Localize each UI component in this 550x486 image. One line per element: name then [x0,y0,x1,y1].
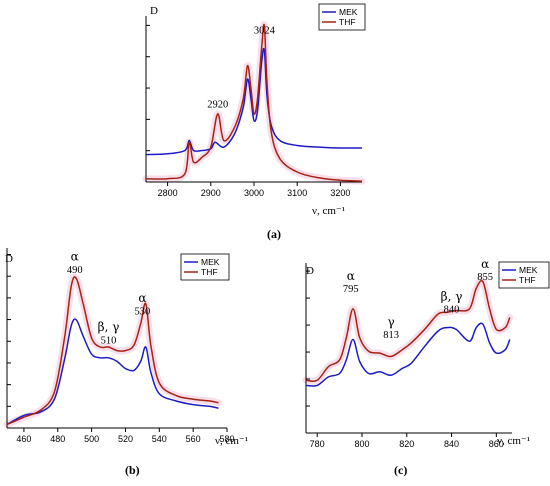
legend-label-thf: THF [201,267,218,277]
legend-label-mek: MEK [339,7,358,17]
peak-annotation: 840 [444,304,460,315]
legend-box [498,261,550,289]
legend-box [180,253,230,281]
x-tick-label: 3100 [287,188,307,198]
legend-label-mek: MEK [519,265,538,275]
x-tick-label: 540 [152,434,167,444]
peak-annotation: 530 [135,307,151,318]
peak-annotation: 2920 [207,99,228,110]
series-line-mek [305,322,511,387]
x-tick-label: 820 [399,439,414,449]
x-axis-label: ν, cm⁻¹ [497,435,530,447]
series-line-mek [145,47,363,156]
x-tick-label: 500 [84,434,99,444]
series-line-thf [6,276,219,426]
legend-label-thf: THF [339,17,356,27]
legend-label-thf: THF [519,275,536,285]
peak-annotation: 855 [477,272,493,283]
panel-label: (c) [394,463,407,477]
series-highlight-glow [3,273,222,428]
x-axis-label: ν, cm⁻¹ [312,205,345,217]
legend-box [318,3,366,31]
peak-annotation: β, γ [98,320,120,334]
legend-label-mek: MEK [201,257,220,267]
series-line-thf [305,279,511,383]
x-tick-label: 520 [118,434,133,444]
x-tick-label: 840 [444,439,459,449]
x-axis-label: ν, cm⁻¹ [215,435,248,447]
panel-label: (b) [125,463,140,477]
x-tick-label: 800 [354,439,369,449]
y-axis-label: D [5,253,13,265]
peak-annotation: α [138,291,146,305]
peak-annotation: 813 [383,330,399,341]
series-line-mek [6,318,219,426]
x-tick-label: 860 [489,439,504,449]
x-tick-label: 2900 [201,188,221,198]
x-tick-label: 3000 [244,188,264,198]
x-tick-label: 460 [16,434,31,444]
x-tick-label: 560 [186,434,201,444]
chart-panel-1: 2800 2900 3000 3100 3200 Dν, cm⁻¹ (a) 3024 2920 M… [142,3,366,241]
panel-label: (a) [267,227,281,241]
peak-annotation: γ [388,315,395,329]
y-axis-label: D [150,5,158,17]
series-line-thf [145,23,363,182]
x-tick-label: 780 [310,439,325,449]
peak-annotation: 3024 [254,25,276,36]
x-tick-label: 2800 [158,188,178,198]
peak-annotation: α [347,269,355,283]
x-tick-label: 480 [50,434,65,444]
y-axis-label: D [306,265,314,277]
peak-annotation: 490 [67,265,83,276]
peak-annotation: α [481,257,489,271]
peak-annotation: 510 [101,335,117,346]
x-tick-label: 580 [219,434,234,444]
peak-annotation: α [71,250,79,264]
peak-annotation: β, γ [441,289,463,303]
peak-annotation: 795 [343,284,359,295]
series-highlight-glow [142,21,366,185]
x-tick-label: 3200 [330,188,350,198]
